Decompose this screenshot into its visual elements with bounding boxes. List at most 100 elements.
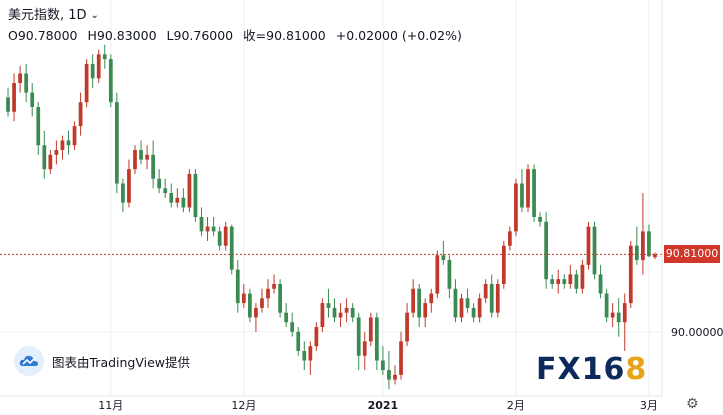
candle	[538, 212, 542, 227]
candle	[332, 298, 337, 323]
candle-body-up	[320, 303, 325, 328]
candle-body-up	[653, 254, 657, 258]
candle-body-up	[308, 346, 313, 361]
chevron-down-icon[interactable]: ⌄	[90, 10, 99, 21]
candle	[187, 169, 192, 213]
symbol-row[interactable]: 美元指数, 1D ⌄	[8, 6, 462, 26]
candle	[12, 73, 16, 122]
candle-body-down	[90, 63, 95, 79]
candle-body-down	[121, 183, 125, 203]
candle-body-up	[12, 83, 16, 112]
candle-body-up	[556, 279, 561, 284]
candle	[653, 252, 657, 260]
tradingview-attribution[interactable]: 图表由TradingView提供	[14, 346, 190, 376]
candle	[362, 331, 367, 371]
candle	[604, 288, 609, 323]
x-tick-label: 2021	[368, 399, 399, 412]
candle	[387, 350, 391, 390]
candle	[453, 279, 458, 323]
candle	[483, 279, 488, 304]
candle	[24, 63, 29, 103]
low-value: L90.76000	[166, 28, 234, 43]
candle-body-down	[356, 317, 361, 356]
candle-body-up	[54, 150, 59, 155]
candle	[495, 279, 500, 318]
symbol-title[interactable]: 美元指数, 1D	[8, 8, 87, 23]
candle	[18, 65, 22, 93]
candle-body-down	[544, 221, 549, 280]
tradingview-text[interactable]: 图表由TradingView提供	[52, 354, 191, 370]
candle-body-down	[211, 226, 216, 232]
candle-body-down	[574, 274, 579, 289]
candle-body-up	[72, 126, 77, 146]
y-tick-label: 90.00000	[671, 326, 723, 339]
candle-body-down	[538, 217, 542, 222]
price-axis[interactable]: 90.00000	[671, 326, 723, 339]
candle-body-down	[24, 73, 29, 93]
candle-body-down	[532, 169, 536, 217]
candle-body-down	[42, 145, 47, 170]
candle	[447, 255, 452, 299]
candle	[550, 274, 555, 289]
candle	[514, 178, 518, 237]
candle-body-down	[489, 283, 494, 313]
candle-body-down	[151, 154, 156, 179]
ohlc-values: O90.78000 H90.83000 L90.76000 收=90.81000…	[8, 27, 462, 45]
candle-body-up	[483, 283, 488, 299]
candle-body-up	[254, 307, 258, 318]
candle-body-down	[598, 274, 603, 294]
time-axis[interactable]: 11月 12月 2021 2月 3月	[98, 399, 658, 412]
candle-body-down	[326, 303, 331, 308]
candles	[6, 44, 657, 390]
candle-body-down	[387, 370, 391, 380]
candle	[374, 312, 379, 371]
candle-body-up	[223, 226, 228, 246]
candle-body-up	[628, 245, 633, 304]
candle	[248, 288, 252, 323]
x-tick-label: 2月	[507, 399, 525, 412]
candle-body-down	[520, 183, 524, 208]
candle-body-up	[411, 288, 415, 313]
candle	[229, 224, 234, 275]
candle	[151, 140, 156, 189]
candle	[78, 92, 83, 136]
candle-body-up	[133, 150, 137, 170]
candle-body-up	[78, 102, 83, 127]
candle-body-up	[429, 293, 434, 304]
candle-body-down	[465, 298, 470, 308]
candle	[411, 279, 415, 318]
candle	[181, 188, 186, 213]
tradingview-cloud-icon	[14, 346, 44, 376]
candle	[338, 303, 343, 328]
candle-body-down	[471, 307, 476, 318]
candle-body-up	[272, 283, 276, 289]
candle	[127, 159, 131, 208]
candle-body-up	[393, 374, 397, 380]
candle	[284, 303, 289, 328]
fx168-logo-text: FX16	[536, 352, 626, 387]
candle-body-up	[641, 231, 645, 261]
candle-body-down	[284, 312, 289, 323]
candle-body-up	[260, 298, 264, 308]
candle-body-down	[604, 293, 609, 318]
candle	[72, 121, 77, 151]
candle-body-down	[302, 350, 307, 361]
settings-gear-icon[interactable]: ⚙	[686, 396, 699, 412]
candle	[260, 288, 264, 313]
candle	[108, 54, 113, 107]
x-tick-label: 12月	[231, 399, 256, 412]
candle-body-up	[314, 327, 319, 347]
candle	[429, 288, 434, 313]
candle-body-down	[193, 173, 198, 217]
candle-body-down	[550, 279, 555, 284]
candle-body-down	[616, 312, 621, 323]
x-tick-label: 11月	[98, 399, 123, 412]
candle	[532, 164, 536, 222]
candle-body-up	[435, 255, 440, 294]
candle	[489, 274, 494, 318]
candle-body-up	[127, 169, 131, 203]
candle	[320, 298, 325, 332]
candle	[290, 312, 295, 337]
candle-body-up	[96, 54, 101, 79]
